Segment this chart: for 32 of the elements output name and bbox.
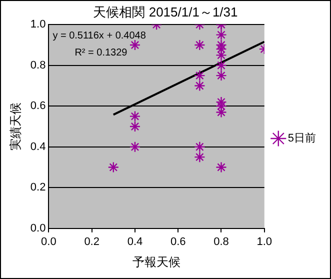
point bbox=[216, 162, 227, 173]
point bbox=[194, 80, 206, 92]
legend-label: 5日前 bbox=[288, 132, 316, 145]
chart-title: 天候相関 2015/1/1～1/31 bbox=[93, 4, 238, 20]
point bbox=[194, 151, 206, 163]
y-tick-label: 0.2 bbox=[30, 182, 46, 194]
x-axis-title: 予報天候 bbox=[132, 255, 181, 270]
point bbox=[129, 39, 141, 51]
point bbox=[216, 70, 227, 82]
point bbox=[216, 60, 227, 71]
x-tick-label: 0.6 bbox=[170, 236, 186, 248]
y-tick-label: 0.4 bbox=[30, 140, 46, 153]
y-axis-title: 実績天候 bbox=[8, 102, 23, 150]
x-tick-label: 1.0 bbox=[256, 236, 272, 248]
y-tick-label: 0.8 bbox=[30, 59, 46, 72]
x-tick-label: 0.0 bbox=[41, 236, 56, 248]
y-tick-label: 0.0 bbox=[30, 222, 46, 234]
annotation: y = 0.5116x + 0.4048 bbox=[52, 30, 146, 42]
x-tick-label: 0.2 bbox=[84, 236, 100, 248]
point bbox=[129, 120, 141, 132]
annotation: R² = 0.1329 bbox=[74, 47, 128, 58]
point bbox=[129, 141, 141, 152]
point bbox=[108, 162, 119, 173]
x-tick-label: 0.8 bbox=[214, 236, 229, 248]
point bbox=[194, 70, 206, 82]
point bbox=[194, 141, 206, 152]
point bbox=[194, 39, 206, 51]
point bbox=[216, 29, 227, 40]
x-tick-label: 0.4 bbox=[127, 236, 143, 248]
point bbox=[129, 110, 141, 122]
y-tick-label: 1.0 bbox=[30, 18, 46, 31]
y-tick-label: 0.6 bbox=[30, 100, 46, 112]
